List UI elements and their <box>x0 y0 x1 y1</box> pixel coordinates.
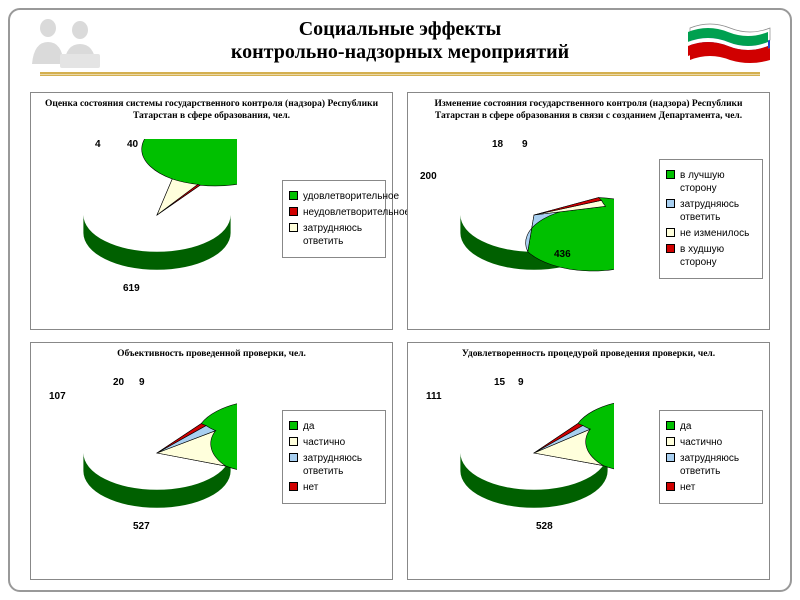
legend-item: нет <box>666 481 756 494</box>
data-label: 40 <box>127 139 138 150</box>
legend-item: в лучшую сторону <box>666 169 756 195</box>
legend-label: частично <box>303 436 345 449</box>
legend-label: неудовлетворительное <box>303 206 410 219</box>
legend-item: затрудняюсь ответить <box>289 222 379 248</box>
legend-label: в худшую сторону <box>680 243 756 269</box>
legend-item: частично <box>289 436 379 449</box>
legend-swatch <box>289 453 298 462</box>
legend-swatch <box>289 191 298 200</box>
legend-item: затрудняюсь ответить <box>666 198 756 224</box>
legend-swatch <box>289 421 298 430</box>
legend-item: да <box>289 420 379 433</box>
legend-item: нет <box>289 481 379 494</box>
legend-label: нет <box>303 481 318 494</box>
legend-label: затрудняюсь ответить <box>303 222 379 248</box>
legend: да частично затрудняюсь ответить нет <box>282 410 386 504</box>
legend: удовлетворительное неудовлетворительное за… <box>282 180 386 258</box>
legend-label: затрудняюсь ответить <box>680 452 756 478</box>
chart-title: Объективность проведенной проверки, чел. <box>37 349 386 361</box>
charts-grid: Оценка состояния системы государственног… <box>30 92 770 580</box>
data-label: 200 <box>420 171 437 182</box>
data-label: 111 <box>426 391 442 402</box>
data-label: 9 <box>522 139 528 150</box>
data-label: 9 <box>518 377 524 388</box>
legend-label: нет <box>680 481 695 494</box>
legend-label: не изменилось <box>680 227 749 240</box>
chart-title: Оценка состояния системы государственног… <box>37 99 386 123</box>
data-label: 20 <box>113 377 124 388</box>
legend-swatch <box>666 453 675 462</box>
data-label: 15 <box>494 377 505 388</box>
legend: да частично затрудняюсь ответить нет <box>659 410 763 504</box>
pie-chart <box>454 139 614 299</box>
chart-body: 527 107 20 9 да частично затрудняюсь ответить н… <box>37 365 386 549</box>
legend-item: не изменилось <box>666 227 756 240</box>
legend-item: частично <box>666 436 756 449</box>
legend-swatch <box>289 482 298 491</box>
legend-item: затрудняюсь ответить <box>289 452 379 478</box>
pie-wrap: 436 200 18 9 <box>414 139 653 299</box>
pie-wrap: 528 111 15 9 <box>414 377 653 537</box>
chart-title: Удовлетворенность процедурой проведения … <box>414 349 763 361</box>
legend-label: частично <box>680 436 722 449</box>
data-label: 9 <box>139 377 145 388</box>
legend-label: да <box>680 420 691 433</box>
title-line-2: контрольно-надзорных мероприятий <box>50 41 750 64</box>
legend-swatch <box>289 223 298 232</box>
legend-item: затрудняюсь ответить <box>666 452 756 478</box>
legend: в лучшую сторону затрудняюсь ответить не и… <box>659 159 763 279</box>
legend-swatch <box>666 170 675 179</box>
chart-body: 619 4 40 удовлетворительное неудовлетворител… <box>37 127 386 311</box>
pie-chart <box>454 377 614 537</box>
legend-item: неудовлетворительное <box>289 206 379 219</box>
legend-label: удовлетворительное <box>303 190 399 203</box>
legend-swatch <box>289 437 298 446</box>
data-label: 436 <box>554 249 571 260</box>
chart-title: Изменение состояния государственного кон… <box>414 99 763 123</box>
pie-chart <box>77 377 237 537</box>
legend-label: затрудняюсь ответить <box>680 198 756 224</box>
legend-swatch <box>666 228 675 237</box>
chart-body: 528 111 15 9 да частично затрудняюсь ответить н… <box>414 365 763 549</box>
data-label: 18 <box>492 139 503 150</box>
legend-label: да <box>303 420 314 433</box>
legend-swatch <box>666 437 675 446</box>
data-label: 619 <box>123 283 140 294</box>
legend-swatch <box>666 244 675 253</box>
chart-body: 436 200 18 9 в лучшую сторону затрудняюсь отв… <box>414 127 763 311</box>
data-label: 107 <box>49 391 66 402</box>
legend-label: затрудняюсь ответить <box>303 452 379 478</box>
legend-item: в худшую сторону <box>666 243 756 269</box>
chart-box-0: Оценка состояния системы государственног… <box>30 92 393 330</box>
legend-swatch <box>666 482 675 491</box>
header-underline <box>40 72 760 76</box>
legend-swatch <box>289 207 298 216</box>
data-label: 527 <box>133 521 150 532</box>
pie-chart <box>77 139 237 299</box>
legend-swatch <box>666 421 675 430</box>
legend-item: удовлетворительное <box>289 190 379 203</box>
chart-box-1: Изменение состояния государственного кон… <box>407 92 770 330</box>
legend-item: да <box>666 420 756 433</box>
page-header: Социальные эффекты контрольно-надзорных … <box>50 18 750 64</box>
legend-label: в лучшую сторону <box>680 169 756 195</box>
data-label: 4 <box>95 139 101 150</box>
legend-swatch <box>666 199 675 208</box>
chart-box-2: Объективность проведенной проверки, чел.… <box>30 342 393 580</box>
title-line-1: Социальные эффекты <box>50 18 750 41</box>
chart-box-3: Удовлетворенность процедурой проведения … <box>407 342 770 580</box>
pie-wrap: 619 4 40 <box>37 139 276 299</box>
data-label: 528 <box>536 521 553 532</box>
pie-wrap: 527 107 20 9 <box>37 377 276 537</box>
